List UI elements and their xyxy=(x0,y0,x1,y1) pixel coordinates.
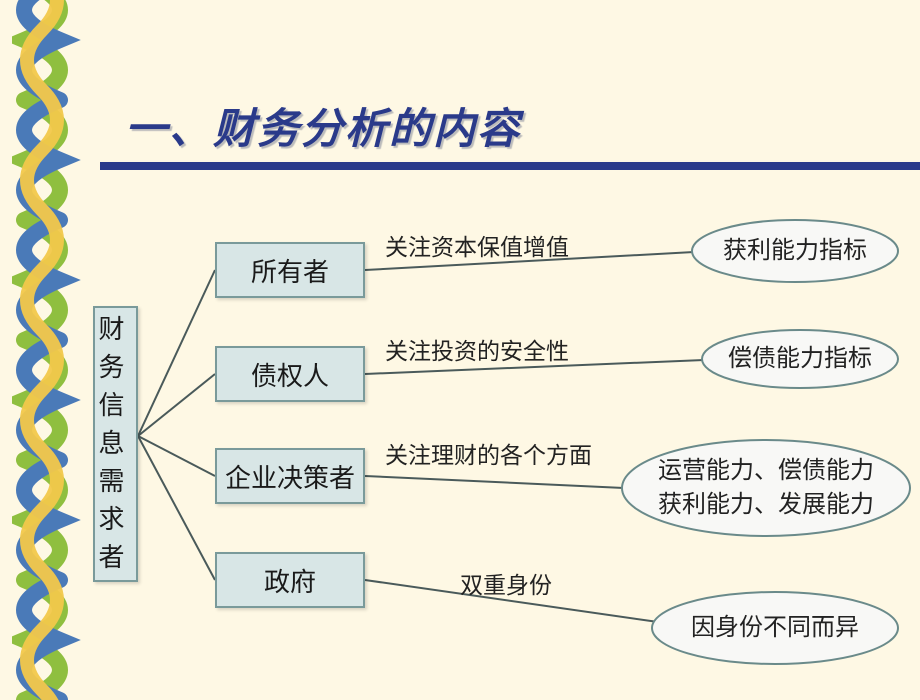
edge-label: 关注资本保值增值 xyxy=(385,228,569,262)
source-label: 财务信息需求者 xyxy=(95,311,136,577)
stakeholder-label: 企业决策者 xyxy=(225,458,355,495)
slide-title: 一、财务分析的内容 xyxy=(125,95,521,156)
edge-label: 双重身份 xyxy=(460,566,552,600)
result-ellipse-label: 运营能力、偿债能力获利能力、发展能力 xyxy=(648,454,884,522)
result-ellipse-varies: 因身份不同而异 xyxy=(650,590,900,666)
stakeholder-label: 债权人 xyxy=(251,356,329,393)
stakeholder-box-creditor: 债权人 xyxy=(215,346,365,402)
stakeholder-box-gov: 政府 xyxy=(215,552,365,608)
stakeholder-label: 政府 xyxy=(264,562,316,599)
edge-label: 关注理财的各个方面 xyxy=(385,436,592,470)
result-ellipse-profit: 获利能力指标 xyxy=(690,218,900,284)
stakeholder-box-manager: 企业决策者 xyxy=(215,448,365,504)
result-ellipse-label: 因身份不同而异 xyxy=(681,611,869,645)
result-ellipse-label: 偿债能力指标 xyxy=(718,342,882,376)
helix-decoration xyxy=(12,0,82,700)
edge-label: 关注投资的安全性 xyxy=(385,332,569,366)
stakeholder-box-owner: 所有者 xyxy=(215,242,365,298)
title-underline xyxy=(100,162,920,170)
result-ellipse-solv: 偿债能力指标 xyxy=(700,328,900,390)
result-ellipse-multi: 运营能力、偿债能力获利能力、发展能力 xyxy=(620,438,912,538)
result-ellipse-label: 获利能力指标 xyxy=(713,234,877,268)
source-box: 财务信息需求者 xyxy=(93,306,138,582)
stakeholder-label: 所有者 xyxy=(251,252,329,289)
